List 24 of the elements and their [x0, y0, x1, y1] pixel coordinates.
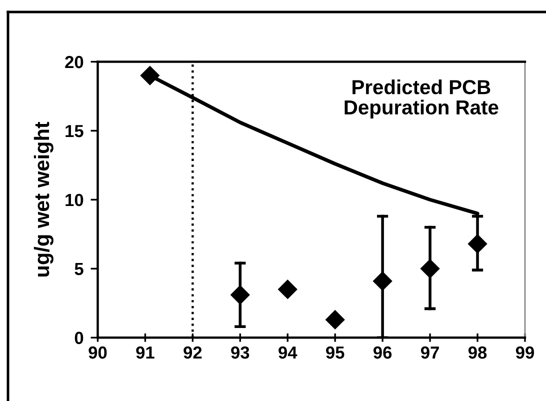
y-tick-label: 10 — [66, 194, 84, 206]
x-tick-label: 91 — [136, 346, 154, 359]
y-tick-label: 0 — [74, 332, 84, 344]
x-tick-label: 93 — [231, 346, 250, 359]
y-axis-title: ug/g wet weight — [34, 122, 54, 277]
text: Predicted PCB Depuration Rate — [344, 79, 498, 118]
y-tick-label: 15 — [66, 125, 84, 138]
point — [420, 259, 440, 278]
point — [230, 285, 250, 304]
y-tick-label: 20 — [65, 56, 84, 68]
x-tick-label: 99 — [516, 346, 534, 359]
point — [326, 310, 345, 330]
x-tick-label: 98 — [468, 346, 487, 359]
point — [373, 272, 392, 291]
point — [468, 234, 488, 254]
x-tick-label: 94 — [278, 346, 298, 359]
point — [278, 280, 298, 299]
x-tick-label: 90 — [88, 346, 107, 359]
x-tick-label: 95 — [326, 346, 344, 359]
y-tick-label: 5 — [74, 263, 84, 276]
x-tick-label: 96 — [374, 346, 392, 359]
x-tick-label: 97 — [420, 346, 439, 359]
x-tick-label: 92 — [184, 346, 202, 359]
point — [140, 66, 160, 86]
